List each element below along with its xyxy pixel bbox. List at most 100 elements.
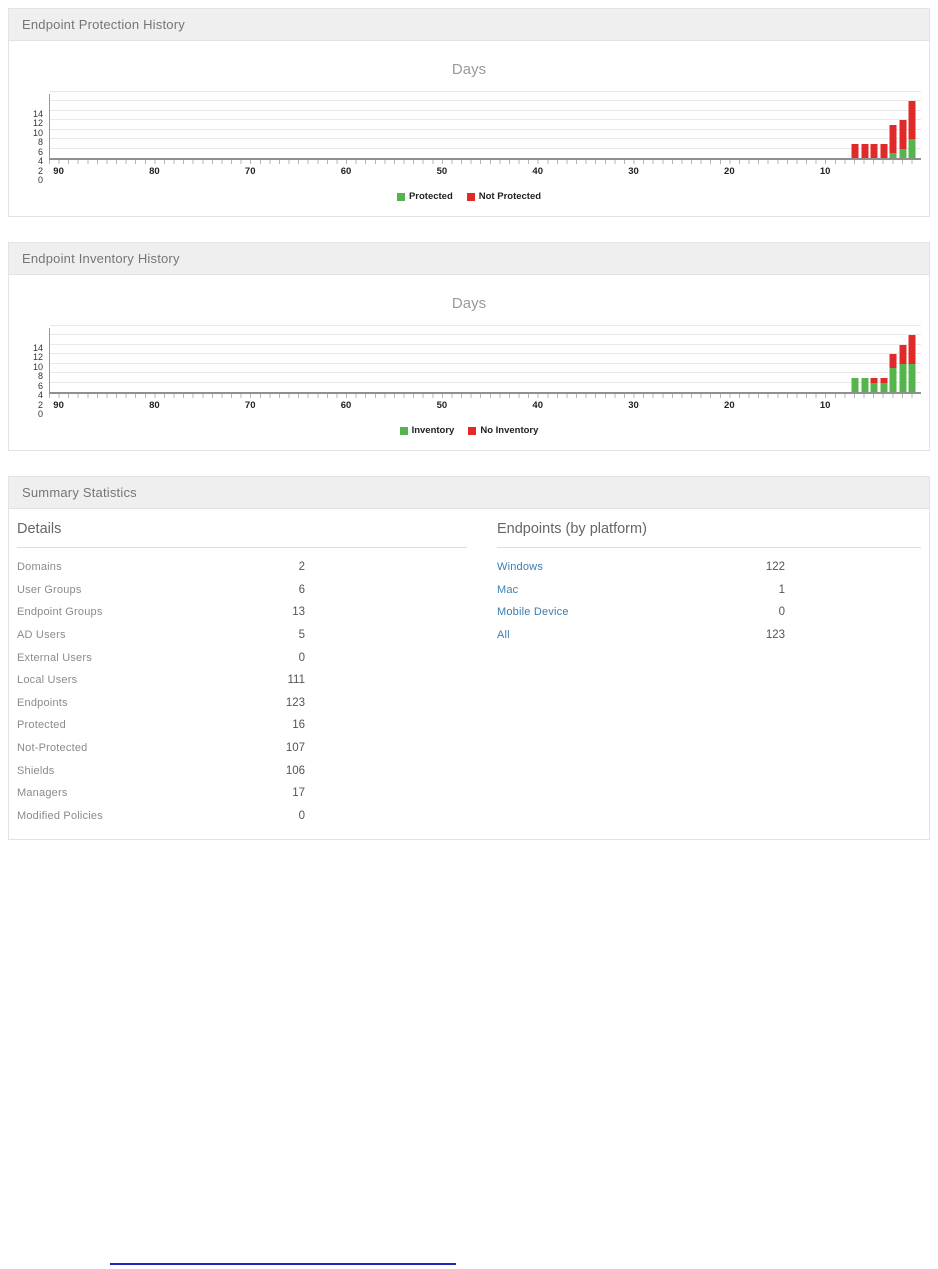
- panel-title: Endpoint Protection History: [22, 17, 185, 32]
- stat-row-external-users: External Users 0: [17, 646, 305, 669]
- gridline: [50, 91, 921, 92]
- y-axis-tick-label: 14: [32, 109, 43, 119]
- panel-summary-statistics: Summary Statistics Details Domains 2 User …: [8, 476, 930, 841]
- bar-segment-no-inventory: [880, 377, 888, 383]
- stacked-bar-day-3: [889, 354, 897, 392]
- x-axis-tick-label: 20: [724, 400, 735, 411]
- stacked-bar-day-7: [851, 143, 859, 158]
- stat-label: Modified Policies: [17, 809, 103, 822]
- stat-value: 1: [778, 583, 785, 596]
- stat-label: Managers: [17, 787, 68, 800]
- bar-segment-inventory: [861, 377, 868, 392]
- chart-axis-title: Days: [451, 61, 487, 78]
- x-axis-labels: 90 80 70 60 50 40 30 20 10: [49, 166, 921, 181]
- legend-swatch-no-inventory: [468, 426, 477, 435]
- stat-value: 107: [285, 742, 305, 755]
- y-axis-tick-label: 2: [37, 399, 43, 410]
- y-axis-tick-label: 6: [37, 146, 43, 157]
- y-axis: 0 2 4 6 8 10 12 14: [17, 328, 49, 419]
- gridline: [50, 334, 921, 336]
- stat-label: Endpoints: [17, 696, 68, 709]
- platform-link-mobile-device[interactable]: Mobile Device: [497, 606, 569, 619]
- stat-row-domains: Domains 2: [17, 556, 305, 579]
- bar-segment-not-protected: [851, 143, 859, 158]
- bar-segment-not-protected: [899, 120, 907, 149]
- stacked-bar-day-2: [899, 120, 907, 158]
- legend-item: Protected: [396, 191, 453, 202]
- stat-label: Domains: [17, 561, 62, 574]
- stat-value: 0: [778, 606, 785, 619]
- platform-link-mac[interactable]: Mac: [497, 583, 519, 596]
- stat-row-all: All 123: [497, 624, 785, 647]
- panel-title: Endpoint Inventory History: [22, 251, 180, 266]
- stat-value: 0: [298, 651, 305, 664]
- bar-segment-no-inventory: [899, 344, 907, 364]
- y-axis-tick-label: 2: [37, 165, 43, 176]
- gridline: [50, 381, 921, 383]
- gridline: [50, 362, 921, 364]
- stat-row-protected: Protected 16: [17, 714, 305, 737]
- plot-area: [49, 91, 921, 160]
- summary-columns: Details Domains 2 User Groups 6 Endpoint Gro…: [9, 509, 929, 839]
- x-axis-tick-label: 20: [724, 166, 735, 177]
- y-axis-tick-label: 8: [37, 137, 43, 148]
- chart-legend: Inventory No Inventory: [17, 425, 921, 436]
- legend-label: Not Protected: [478, 191, 542, 202]
- platform-link-all[interactable]: All: [497, 629, 510, 642]
- stat-value: 106: [285, 764, 305, 777]
- legend-item: No Inventory: [468, 425, 538, 436]
- stat-value: 123: [285, 696, 305, 709]
- stat-value: 5: [298, 629, 305, 642]
- stat-row-user-groups: User Groups 6: [17, 579, 305, 602]
- platform-heading: Endpoints (by platform): [497, 515, 921, 548]
- stat-row-endpoint-groups: Endpoint Groups 13: [17, 601, 305, 624]
- panel-body: Days 0 2 4 6 8 10 12 14 90 80 70 60 50 40 30 20 10 Inve…: [9, 275, 929, 450]
- stat-row-managers: Managers 17: [17, 782, 305, 805]
- stacked-bar-day-4: [880, 143, 888, 158]
- panel-endpoint-protection-history: Endpoint Protection History Days 0 2 4 6 8 10…: [8, 8, 930, 217]
- gridline: [50, 128, 921, 130]
- bar-segment-no-inventory: [908, 335, 916, 364]
- gridline: [50, 119, 921, 121]
- x-axis-tick-marks: [49, 394, 921, 398]
- stacked-bar-day-7: [851, 377, 859, 392]
- plot-row: 0 2 4 6 8 10 12 14 90 80 70 60 50 40 30 20 10: [17, 325, 921, 419]
- stat-row-mobile-device: Mobile Device 0: [497, 601, 785, 624]
- stat-label: Not-Protected: [17, 742, 88, 755]
- gridline: [50, 138, 921, 140]
- bar-segment-inventory: [899, 363, 907, 392]
- x-axis-tick-label: 10: [819, 166, 831, 177]
- stat-label: User Groups: [17, 583, 82, 596]
- legend-swatch-protected: [396, 192, 405, 201]
- plot-row: 0 2 4 6 8 10 12 14 90 80 70 60 50 40 30 20 10: [17, 91, 921, 185]
- x-axis-tick-label: 50: [436, 400, 448, 411]
- legend-item: Inventory: [399, 425, 455, 436]
- bar-segment-not-protected: [889, 125, 897, 154]
- stacked-bar-day-4: [880, 377, 888, 392]
- stat-label: Protected: [17, 719, 66, 732]
- y-axis-tick-label: 12: [32, 118, 43, 129]
- stacked-bar-day-1: [908, 335, 916, 392]
- inventory-history-chart: Days 0 2 4 6 8 10 12 14 90 80 70 60 50 40 30 20 10 Inve…: [17, 295, 921, 436]
- legend-swatch-inventory: [399, 426, 408, 435]
- legend-swatch-not-protected: [466, 192, 475, 201]
- bar-segment-not-protected: [870, 143, 878, 158]
- stat-row-modified-policies: Modified Policies 0: [17, 805, 305, 828]
- stat-value: 6: [298, 583, 305, 596]
- y-axis-tick-label: 4: [37, 390, 43, 401]
- bar-segment-inventory: [889, 368, 897, 392]
- stat-value: 2: [298, 561, 305, 574]
- bar-segment-protected: [889, 153, 897, 158]
- stat-row-shields: Shields 106: [17, 759, 305, 782]
- details-rows: Domains 2 User Groups 6 Endpoint Groups 13 AD …: [17, 556, 467, 827]
- stacked-bar-day-5: [870, 377, 878, 392]
- y-axis-tick-label: 6: [37, 380, 43, 391]
- x-axis-tick-label: 80: [149, 166, 160, 177]
- y-axis-tick-label: 4: [37, 156, 43, 167]
- x-axis-labels: 90 80 70 60 50 40 30 20 10: [49, 400, 921, 415]
- gridline: [50, 353, 921, 355]
- bar-segment-inventory: [851, 377, 859, 392]
- stat-label: AD Users: [17, 629, 66, 642]
- platform-link-windows[interactable]: Windows: [497, 561, 544, 574]
- legend-label: Inventory: [411, 425, 455, 436]
